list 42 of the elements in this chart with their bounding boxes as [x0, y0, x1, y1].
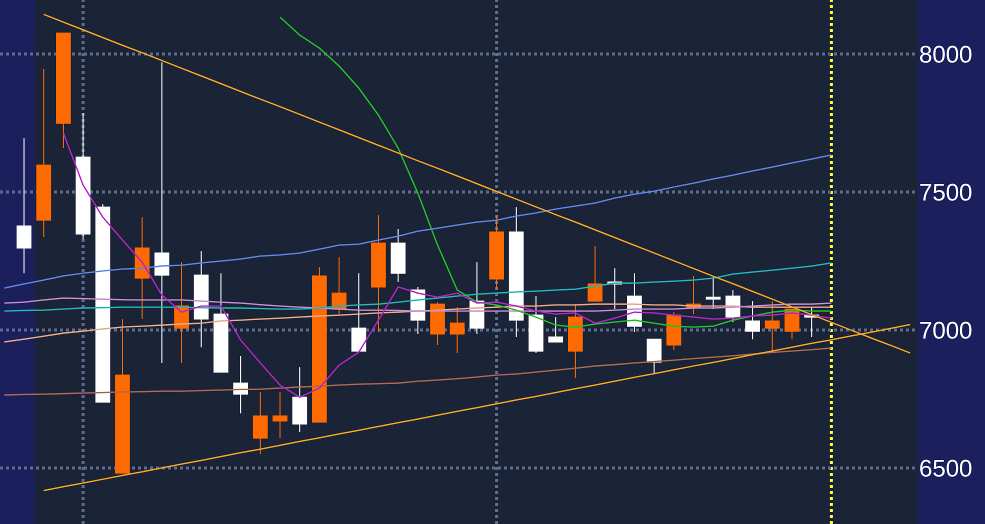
line-series [62, 132, 832, 398]
candlestick [745, 300, 760, 340]
candlestick [36, 68, 52, 238]
candlestick [332, 256, 346, 315]
line-series [4, 262, 832, 312]
candlestick [272, 391, 288, 439]
candlestick [666, 312, 682, 350]
candlestick [528, 296, 544, 354]
candlestick [548, 316, 564, 342]
y-tick-label: 6500 [919, 456, 972, 483]
y-tick-label: 8000 [919, 41, 972, 68]
line-series [279, 16, 832, 328]
line-series [4, 297, 832, 312]
candlestick [568, 304, 583, 379]
candlestick [351, 272, 366, 352]
candlestick [252, 391, 268, 455]
candlestick [76, 112, 90, 240]
line-series [4, 303, 832, 343]
candlestick [16, 138, 32, 274]
candlestick [56, 32, 71, 149]
candlestick [390, 228, 406, 283]
y-tick-label: 7500 [919, 179, 972, 206]
candlestick [154, 62, 170, 364]
candlestick [489, 214, 504, 290]
y-tick-label: 7000 [919, 317, 972, 344]
candlestick [95, 204, 110, 403]
candlestick [508, 206, 524, 338]
candlestick [214, 272, 228, 373]
candlestick [430, 302, 445, 346]
candlestick [134, 216, 150, 320]
candlestick [115, 318, 130, 474]
line-series [4, 347, 832, 396]
candlestick [371, 214, 386, 333]
line-series [4, 154, 832, 289]
candlestick [194, 250, 209, 348]
candlestick [233, 356, 248, 414]
candlestick [706, 276, 721, 310]
candlestick [292, 366, 308, 433]
candlestick [646, 338, 662, 374]
candlestick [450, 306, 465, 354]
candlestick [312, 266, 327, 423]
candlestick [588, 246, 602, 302]
